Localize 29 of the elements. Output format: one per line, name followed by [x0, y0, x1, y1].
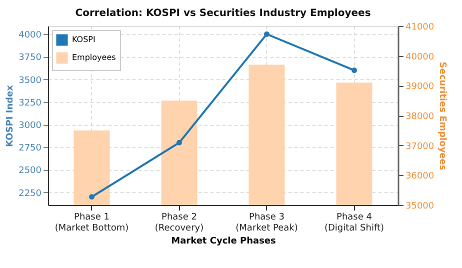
y-tick-label: 3250	[18, 98, 42, 108]
y2-tick-label: 41000	[406, 22, 434, 32]
x-tick-label: Phase 3 (Market Peak)	[236, 212, 298, 234]
legend-label: KOSPI	[72, 35, 96, 44]
point	[352, 68, 357, 74]
point	[176, 140, 182, 146]
x-tick-label: Phase 1 (Market Bottom)	[54, 212, 129, 234]
point	[264, 31, 270, 37]
chart-title: Correlation: KOSPI vs Securities Industry Employees	[75, 8, 371, 19]
y2-tick-label: 39000	[406, 82, 434, 92]
y-tick-label: 2500	[18, 166, 42, 176]
point	[89, 194, 94, 200]
y-tick-label: 2750	[18, 144, 42, 154]
y-tick-label: 3750	[18, 53, 42, 64]
legend-label: Employees	[72, 53, 116, 62]
y2-tick-label: 40000	[406, 52, 434, 62]
x-tick-label: Phase 4 (Digital Shift)	[324, 212, 384, 234]
y-tick-label: 3000	[18, 121, 42, 132]
y-axis-title: KOSPI Index	[6, 84, 16, 147]
y2-tick-label: 36000	[406, 172, 434, 182]
y-tick-label: 3500	[18, 76, 42, 86]
y-tick-label: 4000	[18, 30, 42, 41]
y-tick-label: 2250	[18, 188, 42, 199]
y2-tick-label: 38000	[406, 112, 434, 122]
x-axis-title: Market Cycle Phases	[171, 236, 276, 246]
y2-axis-title: Securities Employees	[437, 62, 448, 170]
y2-tick-label: 37000	[406, 142, 434, 152]
y2-tick-label: 35000	[406, 202, 434, 212]
x-tick-label: Phase 2 (Recovery)	[154, 212, 204, 234]
